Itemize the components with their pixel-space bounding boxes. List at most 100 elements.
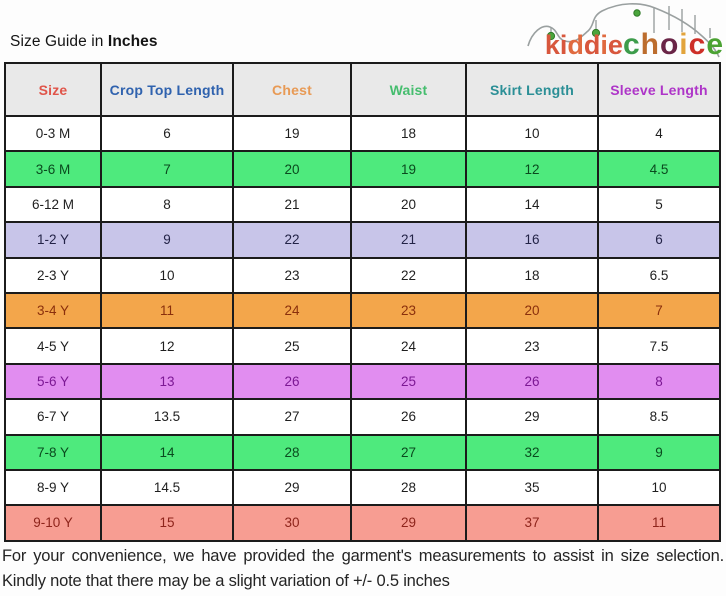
table-cell: 23 <box>350 291 467 330</box>
header-crop-top-length: Crop Top Length <box>100 62 234 117</box>
table-cell: 26 <box>232 362 352 401</box>
table-cell: 13.5 <box>100 398 234 436</box>
table-cell: 7 <box>597 291 721 330</box>
page-title-prefix: Size Guide in <box>10 33 108 50</box>
table-cell: 25 <box>232 327 352 365</box>
size-cell: 5-6 Y <box>4 362 102 401</box>
table-cell: 26 <box>350 398 467 436</box>
table-cell: 19 <box>350 150 467 188</box>
measurement-disclaimer: For your convenience, we have provided t… <box>2 547 724 590</box>
page-title: Size Guide in Inches <box>10 33 158 51</box>
table-cell: 10 <box>597 468 721 507</box>
brand-letter: c <box>688 28 707 61</box>
size-cell: 6-12 M <box>4 185 102 224</box>
size-cell: 9-10 Y <box>4 504 102 542</box>
header-chest: Chest <box>232 62 352 117</box>
table-cell: 10 <box>465 114 599 153</box>
brand-letter: i <box>600 30 608 60</box>
size-cell: 3-4 Y <box>4 291 102 330</box>
table-row: 3-4 Y 11 24 23 20 7 <box>4 291 721 330</box>
brand-letter: d <box>583 30 601 60</box>
table-row: 1-2 Y 9 22 21 16 6 <box>4 221 721 259</box>
table-cell: 22 <box>232 221 352 259</box>
table-row: 8-9 Y 14.5 29 28 35 10 <box>4 468 721 507</box>
brand-letter: e <box>706 28 724 61</box>
table-cell: 12 <box>100 327 234 365</box>
table-row: 5-6 Y 13 26 25 26 8 <box>4 362 721 401</box>
table-cell: 13 <box>100 362 234 401</box>
table-row: 2-3 Y 10 23 22 18 6.5 <box>4 256 721 294</box>
table-cell: 24 <box>350 327 467 365</box>
table-row: 7-8 Y 14 28 27 32 9 <box>4 433 721 471</box>
table-cell: 32 <box>465 433 599 471</box>
table-cell: 35 <box>465 468 599 507</box>
table-row: 3-6 M 7 20 19 12 4.5 <box>4 150 721 188</box>
table-cell: 8 <box>100 185 234 224</box>
table-cell: 30 <box>232 504 352 542</box>
table-cell: 8.5 <box>597 398 721 436</box>
table-cell: 18 <box>465 256 599 294</box>
table-cell: 11 <box>597 504 721 542</box>
table-cell: 29 <box>465 398 599 436</box>
brand-letter: h <box>640 28 660 61</box>
table-cell: 20 <box>465 291 599 330</box>
header-skirt-length: Skirt Length <box>465 62 599 117</box>
table-cell: 27 <box>350 433 467 471</box>
table-cell: 14 <box>465 185 599 224</box>
header-waist: Waist <box>350 62 467 117</box>
table-cell: 22 <box>350 256 467 294</box>
size-cell: 7-8 Y <box>4 433 102 471</box>
page-title-unit: Inches <box>107 33 158 50</box>
brand-wordmark: kiddiechoice <box>524 30 724 60</box>
table-cell: 29 <box>232 468 352 507</box>
brand-letter: d <box>567 30 584 60</box>
table-cell: 16 <box>465 221 599 259</box>
table-cell: 4 <box>597 114 721 153</box>
table-cell: 5 <box>597 185 721 224</box>
table-header-row: Size Crop Top Length Chest Waist Skirt L… <box>4 62 721 117</box>
size-guide-table: Size Crop Top Length Chest Waist Skirt L… <box>4 62 721 542</box>
table-cell: 7.5 <box>597 327 721 365</box>
table-cell: 26 <box>465 362 599 401</box>
table-cell: 37 <box>465 504 599 542</box>
table-cell: 23 <box>465 327 599 365</box>
header-size: Size <box>4 62 102 117</box>
table-cell: 6.5 <box>597 256 721 294</box>
brand-letter: i <box>679 28 689 61</box>
table-cell: 12 <box>465 150 599 188</box>
table-cell: 27 <box>232 398 352 436</box>
size-cell: 8-9 Y <box>4 468 102 507</box>
table-cell: 25 <box>350 362 467 401</box>
table-cell: 8 <box>597 362 721 401</box>
size-cell: 2-3 Y <box>4 256 102 294</box>
table-cell: 15 <box>100 504 234 542</box>
table-cell: 20 <box>350 185 467 224</box>
table-cell: 24 <box>232 291 352 330</box>
table-cell: 20 <box>232 150 352 188</box>
size-cell: 1-2 Y <box>4 221 102 259</box>
table-cell: 14 <box>100 433 234 471</box>
table-cell: 18 <box>350 114 467 153</box>
brand-letter: c <box>622 28 641 61</box>
brand-word-choice: choice <box>623 28 724 61</box>
brand-logo: kiddiechoice <box>524 0 724 62</box>
table-cell: 29 <box>350 504 467 542</box>
brand-word-kiddie: kiddie <box>545 30 623 60</box>
brand-letter: o <box>659 28 680 61</box>
table-cell: 14.5 <box>100 468 234 507</box>
table-cell: 9 <box>100 221 234 259</box>
size-cell: 4-5 Y <box>4 327 102 365</box>
brand-letter: i <box>559 30 568 60</box>
table-row: 9-10 Y 15 30 29 37 11 <box>4 504 721 542</box>
table-cell: 21 <box>350 221 467 259</box>
table-cell: 11 <box>100 291 234 330</box>
table-cell: 10 <box>100 256 234 294</box>
table-cell: 19 <box>232 114 352 153</box>
table-cell: 23 <box>232 256 352 294</box>
size-cell: 0-3 M <box>4 114 102 153</box>
table-cell: 28 <box>350 468 467 507</box>
size-cell: 3-6 M <box>4 150 102 188</box>
brand-letter: k <box>544 30 560 60</box>
table-cell: 4.5 <box>597 150 721 188</box>
brand-letter: e <box>607 30 623 60</box>
